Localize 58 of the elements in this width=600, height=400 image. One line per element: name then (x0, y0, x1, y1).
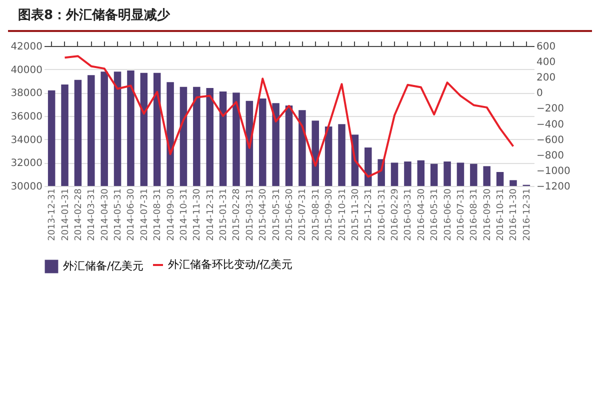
y-tick-label: 30000 (10, 182, 42, 192)
x-tick-label: 2014-12-31 (206, 188, 216, 241)
x-tick-label: 2015-05-31 (272, 188, 282, 241)
x-tick-label: 2015-10-31 (338, 188, 348, 241)
y2-tick-label: 0 (536, 88, 543, 100)
x-tick-label: 2015-09-30 (324, 188, 335, 241)
y2-tick-label: −200 (536, 104, 564, 115)
chart-title: 图表8：外汇储备明显减少 (8, 0, 592, 32)
y-tick-label: 40000 (10, 64, 42, 76)
y2-tick-label: 200 (536, 72, 556, 84)
x-tick-label: 2015-04-30 (258, 188, 269, 241)
x-tick-label: 2016-07-31 (456, 188, 466, 241)
x-tick-label: 2014-03-31 (87, 188, 98, 241)
x-tick-label: 2015-07-31 (298, 188, 308, 241)
x-tick-label: 2014-08-31 (153, 188, 164, 241)
x-tick-label: 2013-12-31 (48, 188, 58, 241)
x-tick-label: 2016-08-31 (470, 188, 480, 241)
x-tick-label: 2015-02-28 (232, 188, 242, 241)
x-tick-label: 2014-10-31 (179, 188, 190, 241)
y-tick-label: 38000 (10, 88, 42, 100)
x-tick-label: 2016-12-31 (522, 188, 532, 241)
y2-tick-label: −600 (536, 134, 564, 146)
x-tick-label: 2014-06-30 (126, 188, 137, 241)
y2-tick-label: −400 (536, 119, 564, 130)
x-tick-label: 2014-04-30 (100, 188, 110, 241)
y-tick-label: 34000 (10, 134, 42, 146)
x-tick-label: 2016-04-30 (416, 188, 427, 241)
x-tick-label: 2015-08-31 (311, 188, 322, 241)
x-tick-label: 2014-07-31 (140, 188, 150, 241)
line-series (64, 55, 514, 178)
legend-label: 外汇储备环比变动/亿美元 (168, 258, 293, 271)
y2-tick-label: −1000 (536, 166, 570, 177)
x-tick-label: 2016-10-31 (496, 188, 506, 241)
y-tick-label: 32000 (10, 158, 42, 170)
x-tick-label: 2016-09-30 (482, 188, 493, 241)
x-tick-label: 2016-03-31 (404, 188, 414, 241)
x-tick-label: 2016-01-31 (377, 188, 388, 241)
x-tick-label: 2014-09-30 (166, 188, 176, 241)
x-tick-label: 2014-01-31 (60, 188, 71, 241)
x-tick-label: 2016-05-31 (430, 188, 440, 241)
x-tick-label: 2016-06-30 (443, 188, 454, 241)
x-tick-label: 2015-11-30 (350, 188, 361, 241)
x-tick-label: 2014-11-30 (192, 188, 203, 241)
x-tick-label: 2015-12-31 (364, 188, 374, 241)
y-tick-label: 42000 (10, 42, 42, 52)
y2-tick-label: −1200 (536, 182, 570, 192)
x-tick-label: 2016-02-29 (390, 188, 401, 241)
y-tick-label: 36000 (10, 112, 42, 122)
y2-tick-label: 600 (536, 42, 556, 52)
x-tick-label: 2015-06-30 (285, 188, 295, 241)
x-tick-label: 2014-02-28 (74, 188, 84, 241)
y2-tick-label: 400 (536, 57, 556, 68)
x-tick-label: 2014-05-31 (114, 188, 124, 241)
legend-label: 外汇储备/亿美元 (63, 260, 144, 272)
x-tick-label: 2015-01-31 (219, 188, 230, 241)
x-tick-label: 2015-03-31 (245, 188, 256, 241)
x-tick-label: 2016-11-30 (509, 188, 520, 241)
y2-tick-label: −800 (536, 150, 564, 162)
